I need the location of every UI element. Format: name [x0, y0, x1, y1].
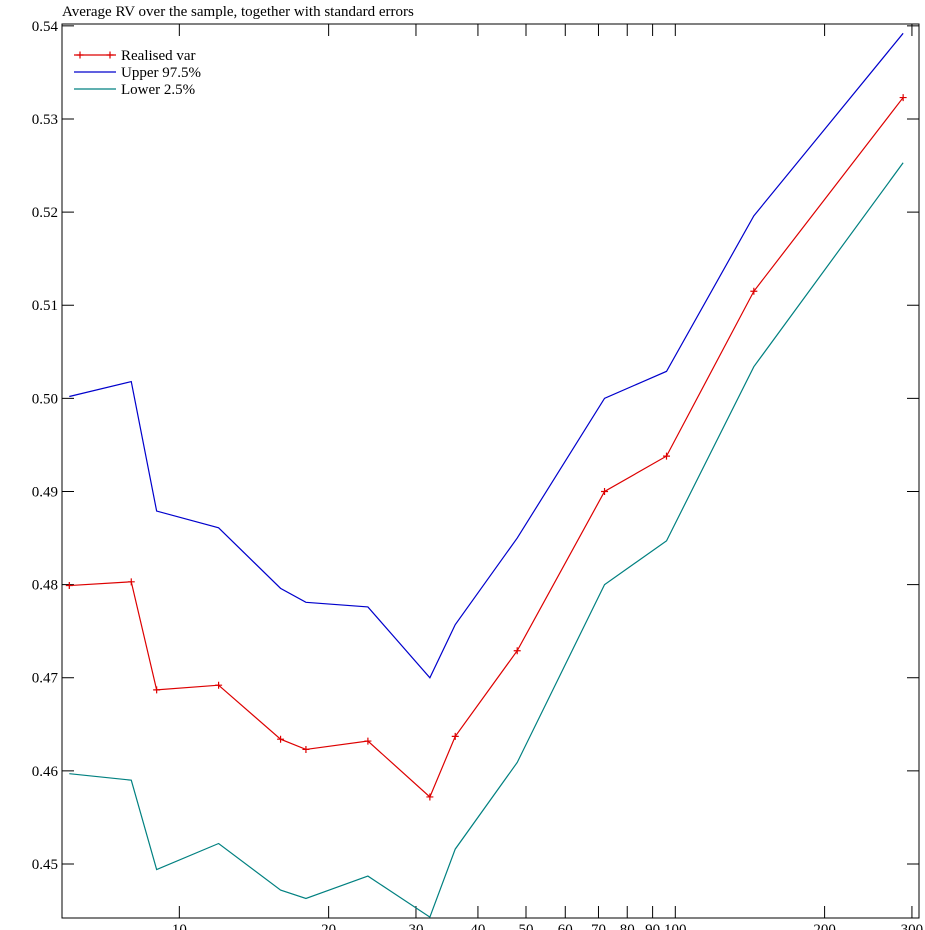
data-point: [215, 681, 223, 689]
x-tick-label: 90: [645, 922, 660, 930]
y-tick-label: 0.52: [32, 205, 58, 221]
data-point: [750, 287, 758, 295]
legend-label-2: Lower 2.5%: [121, 82, 195, 98]
x-tick-label: 300: [901, 922, 924, 930]
chart-title: Average RV over the sample, together wit…: [62, 4, 414, 20]
y-tick-label: 0.46: [32, 764, 59, 780]
legend-label-0: Realised var: [121, 48, 196, 64]
series-line-1: [69, 32, 904, 679]
data-point: [153, 686, 161, 694]
x-tick-label: 30: [408, 922, 423, 930]
data-point: [277, 735, 285, 743]
data-point: [663, 452, 671, 460]
y-tick-label: 0.47: [32, 671, 59, 687]
data-point: [302, 745, 310, 753]
series-line-0: [69, 97, 904, 798]
x-tick-label: 200: [813, 922, 836, 930]
data-point: [426, 793, 434, 801]
x-tick-label: 60: [558, 922, 573, 930]
data-point: [127, 578, 135, 586]
y-tick-label: 0.45: [32, 857, 58, 873]
x-tick-label: 20: [321, 922, 336, 930]
data-point: [513, 647, 521, 655]
x-tick-label: 70: [591, 922, 606, 930]
series-line-2: [69, 162, 904, 918]
series-layer: [65, 32, 907, 918]
y-tick-label: 0.50: [32, 391, 58, 407]
data-point: [899, 94, 907, 102]
y-tick-label: 0.48: [32, 578, 58, 594]
data-point: [601, 487, 609, 495]
x-tick-label: 50: [518, 922, 533, 930]
legend-label-1: Upper 97.5%: [121, 65, 201, 81]
x-tick-label: 40: [470, 922, 485, 930]
data-point: [364, 737, 372, 745]
y-tick-label: 0.53: [32, 112, 58, 128]
y-tick-label: 0.51: [32, 298, 58, 314]
y-tick-label: 0.49: [32, 484, 58, 500]
axes: 0.45 0.46 0.47 0.48 0.49 0.50 0.51 0.52 0.53 0.54…: [32, 19, 923, 930]
x-tick-label: 10: [172, 922, 187, 930]
data-point: [65, 582, 73, 590]
x-tick-label: 100: [664, 922, 687, 930]
plot-frame: [61, 23, 920, 919]
legend-marker: [76, 51, 84, 59]
data-point: [451, 732, 459, 740]
x-tick-label: 80: [620, 922, 635, 930]
legend-marker: [106, 51, 114, 59]
y-tick-label: 0.54: [32, 19, 59, 35]
